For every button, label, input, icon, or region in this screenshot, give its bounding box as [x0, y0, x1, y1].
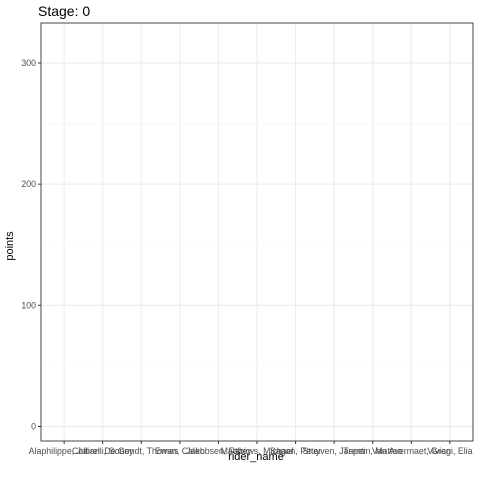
y-axis-title: points	[4, 231, 16, 261]
y-tick-label: 300	[21, 58, 36, 68]
x-tick-label: Viviani, Elia	[427, 446, 472, 456]
y-tick-label: 100	[21, 300, 36, 310]
grid-layer	[41, 23, 473, 441]
chart-title: Stage: 0	[38, 3, 90, 19]
x-axis-title: rider_name	[228, 451, 284, 463]
y-tick-label: 0	[31, 421, 36, 431]
y-tick-label: 200	[21, 179, 36, 189]
